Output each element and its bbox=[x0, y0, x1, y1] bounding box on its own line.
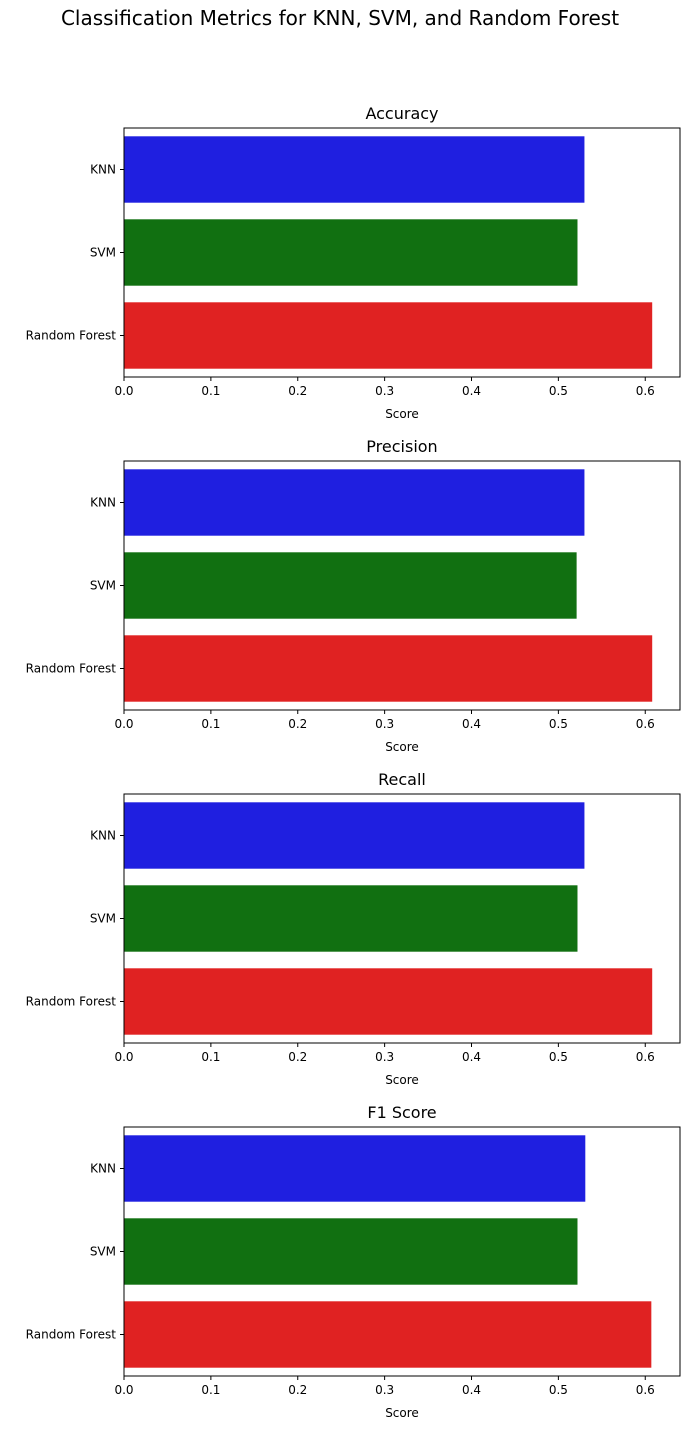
subplot-4: F1 Score KNN SVM Random Forest 0.0 0.1 0.2 0.3 0… bbox=[26, 1103, 681, 1420]
x-tick-label: 0.3 bbox=[375, 384, 394, 398]
x-tick-label: 0.3 bbox=[375, 1383, 394, 1397]
y-tick-label: SVM bbox=[90, 912, 116, 926]
y-tick-label: KNN bbox=[90, 1162, 116, 1176]
x-tick-label: 0.6 bbox=[636, 1383, 655, 1397]
x-tick-label: 0.5 bbox=[549, 384, 568, 398]
x-tick-label: 0.5 bbox=[549, 717, 568, 731]
x-tick-label: 0.6 bbox=[636, 384, 655, 398]
y-tick-label: Random Forest bbox=[26, 329, 117, 343]
bar-knn bbox=[124, 469, 585, 536]
x-tick-label: 0.2 bbox=[288, 1050, 307, 1064]
bar-random-forest bbox=[124, 1301, 652, 1368]
bar-svm bbox=[124, 552, 577, 619]
subplot-2: Precision KNN SVM Random Forest 0.0 0.1 0.2 0.3… bbox=[26, 437, 681, 754]
x-tick-label: 0.5 bbox=[549, 1383, 568, 1397]
y-tick-label: SVM bbox=[90, 246, 116, 260]
subplot-title: F1 Score bbox=[367, 1103, 436, 1122]
subplot-title: Accuracy bbox=[365, 104, 438, 123]
x-tick-label: 0.0 bbox=[114, 1383, 133, 1397]
y-tick-label: SVM bbox=[90, 1245, 116, 1259]
y-tick-label: KNN bbox=[90, 163, 116, 177]
y-tick-label: KNN bbox=[90, 829, 116, 843]
bar-random-forest bbox=[124, 302, 653, 369]
x-tick-label: 0.0 bbox=[114, 384, 133, 398]
axes-frame bbox=[123, 460, 681, 711]
bar-random-forest bbox=[124, 968, 653, 1035]
x-axis-label: Score bbox=[385, 1406, 419, 1420]
x-tick-label: 0.4 bbox=[462, 1383, 481, 1397]
subplot-title: Precision bbox=[366, 437, 437, 456]
bar-knn bbox=[124, 136, 585, 203]
x-tick-label: 0.0 bbox=[114, 1050, 133, 1064]
bar-random-forest bbox=[124, 635, 653, 702]
bar-svm bbox=[124, 219, 578, 286]
subplot-title: Recall bbox=[378, 770, 426, 789]
x-tick-label: 0.2 bbox=[288, 717, 307, 731]
axes-frame bbox=[123, 127, 681, 378]
x-tick-label: 0.3 bbox=[375, 717, 394, 731]
axes-frame bbox=[123, 1126, 681, 1377]
axes-frame bbox=[123, 793, 681, 1044]
subplot-3: Recall KNN SVM Random Forest 0.0 0.1 0.2 0.3 0.4… bbox=[26, 770, 681, 1087]
figure-title: Classification Metrics for KNN, SVM, and… bbox=[61, 6, 619, 30]
x-tick-label: 0.2 bbox=[288, 384, 307, 398]
x-tick-label: 0.1 bbox=[201, 1050, 220, 1064]
x-tick-label: 0.4 bbox=[462, 717, 481, 731]
bar-knn bbox=[124, 802, 585, 869]
bar-svm bbox=[124, 1218, 578, 1285]
x-tick-label: 0.0 bbox=[114, 717, 133, 731]
bar-svm bbox=[124, 885, 578, 952]
subplot-1: Accuracy KNN SVM Random Forest 0.0 0.1 0.2 0.3 0… bbox=[26, 104, 681, 421]
x-axis-label: Score bbox=[385, 740, 419, 754]
x-tick-label: 0.1 bbox=[201, 384, 220, 398]
x-tick-label: 0.1 bbox=[201, 717, 220, 731]
x-tick-label: 0.4 bbox=[462, 384, 481, 398]
y-tick-label: Random Forest bbox=[26, 995, 117, 1009]
x-axis-label: Score bbox=[385, 1073, 419, 1087]
x-tick-label: 0.6 bbox=[636, 717, 655, 731]
x-tick-label: 0.5 bbox=[549, 1050, 568, 1064]
y-tick-label: Random Forest bbox=[26, 1328, 117, 1342]
y-tick-label: Random Forest bbox=[26, 662, 117, 676]
subplot-grid: Accuracy KNN SVM Random Forest 0.0 0.1 0.2 0.3 0… bbox=[26, 104, 681, 1420]
x-tick-label: 0.3 bbox=[375, 1050, 394, 1064]
x-axis-label: Score bbox=[385, 407, 419, 421]
x-tick-label: 0.4 bbox=[462, 1050, 481, 1064]
x-tick-label: 0.2 bbox=[288, 1383, 307, 1397]
x-tick-label: 0.1 bbox=[201, 1383, 220, 1397]
y-tick-label: KNN bbox=[90, 496, 116, 510]
bar-knn bbox=[124, 1135, 586, 1202]
y-tick-label: SVM bbox=[90, 579, 116, 593]
x-tick-label: 0.6 bbox=[636, 1050, 655, 1064]
